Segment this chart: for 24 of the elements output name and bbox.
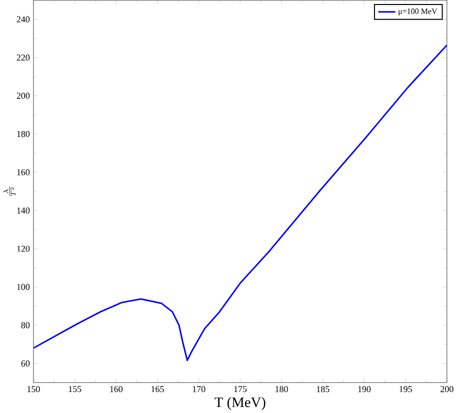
y-tick-label: 60 <box>21 360 30 366</box>
y-tick-label: 140 <box>17 207 30 214</box>
x-tick-label: 185 <box>316 386 330 392</box>
x-tick-label: 165 <box>152 386 164 392</box>
x-axis-title: T (MeV) <box>214 396 266 410</box>
x-tick-label: 155 <box>68 386 82 392</box>
x-tick-label: 175 <box>234 386 247 392</box>
y-tick-label: 200 <box>16 92 30 99</box>
y-tick-label: 100 <box>17 284 30 290</box>
x-tick-label: 160 <box>110 386 123 392</box>
line-series <box>33 44 447 361</box>
x-tick-label: 180 <box>276 386 288 392</box>
y-tick-label: 120 <box>17 245 30 252</box>
y-axis-title: $\frac{\lambda}{T^2}$ <box>3 186 16 196</box>
y-tick-label: 80 <box>21 322 30 328</box>
x-tick-label: 150 <box>28 386 40 392</box>
x-tick-label: 190 <box>358 386 371 392</box>
x-tick-label: 195 <box>400 386 412 392</box>
y-tick-label: 160 <box>17 169 30 176</box>
x-tick-label: 200 <box>440 386 454 392</box>
y-tick-label: 240 <box>16 16 30 22</box>
y-tick-label: 180 <box>17 130 30 137</box>
x-tick-label: 170 <box>192 386 206 392</box>
y-tick-label: 220 <box>16 54 30 60</box>
